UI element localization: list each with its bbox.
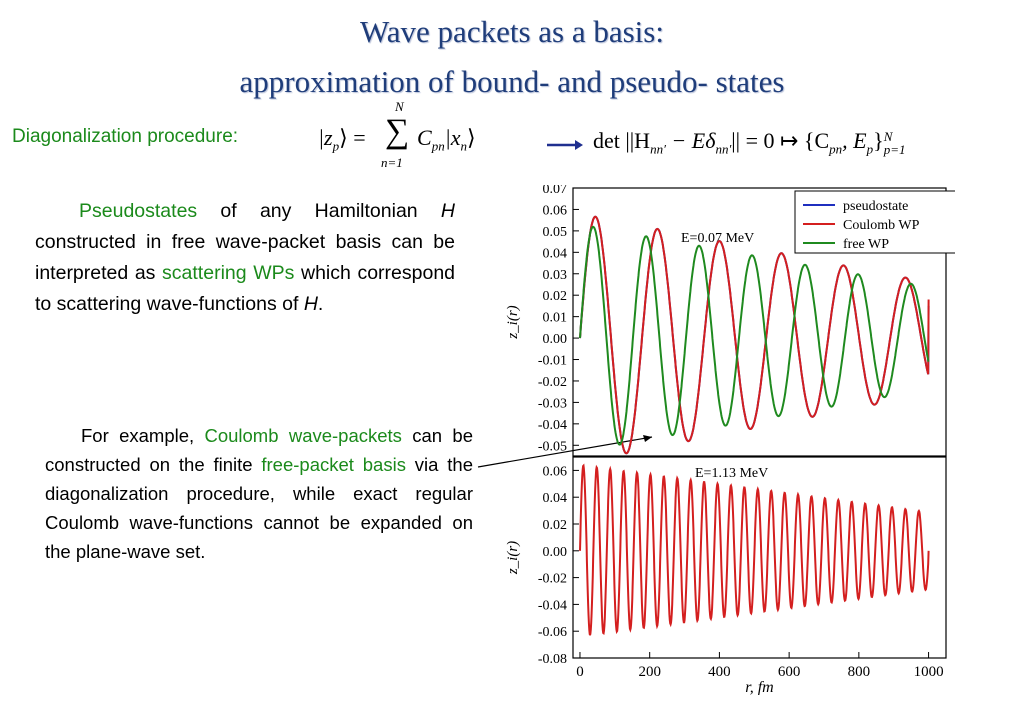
series-line-coulomb-wp	[579, 215, 930, 455]
y-tick-label: -0.02	[538, 375, 567, 390]
y-tick-label: 0.06	[543, 203, 568, 218]
y-tick-label: -0.05	[538, 439, 567, 454]
y-tick-label: -0.06	[538, 625, 567, 640]
series-line-coulomb-wp	[579, 463, 930, 636]
x-tick-label: 1000	[914, 664, 944, 680]
y-tick-label: -0.01	[538, 354, 567, 369]
legend-label: Coulomb WP	[843, 218, 920, 233]
y-tick-label: -0.03	[538, 396, 567, 411]
x-tick-label: 800	[848, 664, 871, 680]
y-tick-label: -0.02	[538, 572, 567, 587]
y-tick-label: 0.01	[543, 311, 568, 326]
y-tick-label: 0.02	[543, 518, 568, 533]
wavefunction-chart: 0.07 0.06 0.05 0.04 0.03 0.02 0.01 0.00 -0.01 -0.…	[505, 185, 955, 695]
title-line-1: Wave packets as a basis:	[360, 14, 664, 49]
y-tick-label: 0.05	[543, 225, 568, 240]
energy-annotation: E=1.13 MeV	[695, 466, 768, 481]
energy-annotation: E=0.07 MeV	[681, 231, 754, 246]
legend-label: pseudostate	[843, 199, 908, 214]
pseudostates-paragraph: Pseudostates of any Hamiltonian H constr…	[35, 200, 456, 315]
legend-label: free WP	[843, 237, 889, 252]
coulomb-example-paragraph: For example, Coulomb wave-packets can be…	[45, 425, 473, 562]
x-tick-label: 200	[638, 664, 661, 680]
y-tick-label: -0.04	[538, 418, 567, 433]
title-line-2: approximation of bound- and pseudo- stat…	[239, 64, 785, 99]
x-tick-label: 400	[708, 664, 731, 680]
y-tick-label: 0.04	[543, 246, 568, 261]
arrow-icon	[547, 140, 583, 150]
y-tick-label: 0.02	[543, 289, 568, 304]
y-axis-label: z_i(r)	[505, 541, 521, 575]
panel-frame-1	[572, 187, 947, 457]
x-tick-label: 600	[778, 664, 801, 680]
y-tick-label: 0.00	[543, 545, 568, 560]
y-tick-label: 0.07	[543, 185, 568, 197]
y-tick-label: -0.04	[538, 598, 567, 613]
x-axis-label: r, fm	[745, 679, 773, 695]
y-tick-label: -0.08	[538, 652, 567, 667]
panel-frame-2	[572, 456, 947, 659]
y-tick-label: 0.00	[543, 332, 568, 347]
diagonalization-label: Diagonalization procedure:	[12, 126, 239, 147]
y-tick-label: 0.03	[543, 268, 568, 283]
y-tick-label: 0.06	[543, 464, 568, 479]
series-line-free-wp	[579, 225, 930, 446]
y-tick-label: 0.04	[543, 491, 568, 506]
y-axis-label: z_i(r)	[505, 305, 521, 339]
x-tick-label: 0	[576, 664, 584, 680]
